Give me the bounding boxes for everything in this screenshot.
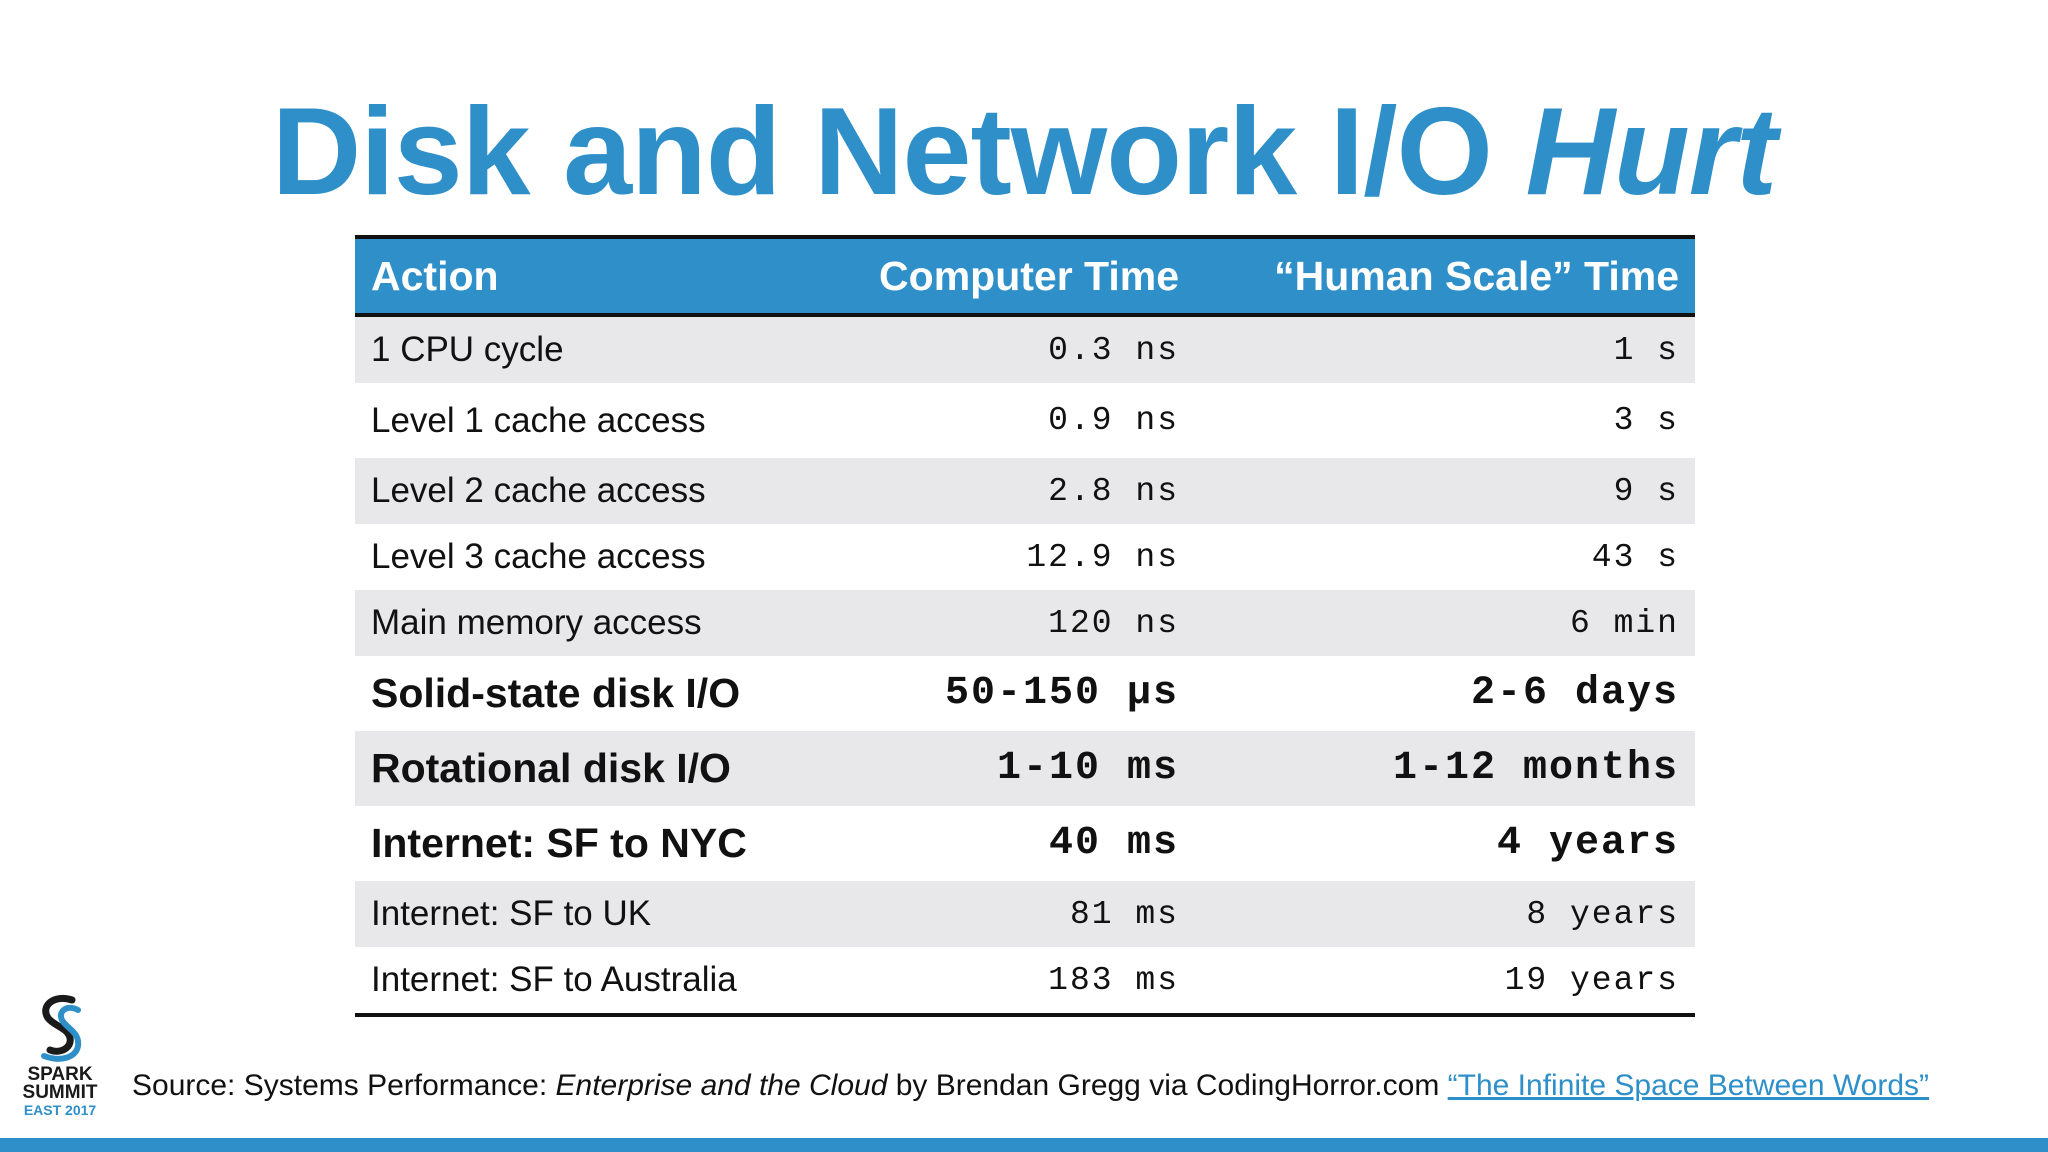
header-action: Action xyxy=(355,237,825,317)
table-row: Level 1 cache access 0.9 ns 3 s xyxy=(355,383,1695,458)
computer-time-cell: 12.9 ns xyxy=(825,524,1195,590)
source-middle: by Brendan Gregg via CodingHorror.com xyxy=(887,1069,1448,1102)
computer-time-cell: 40 ms xyxy=(825,806,1195,881)
computer-time-cell: 0.9 ns xyxy=(825,383,1195,458)
action-cell: Level 1 cache access xyxy=(355,383,825,458)
source-book-title: Enterprise and the Cloud xyxy=(555,1069,888,1102)
human-time-cell: 8 years xyxy=(1195,881,1695,947)
human-time-cell: 43 s xyxy=(1195,524,1695,590)
spark-summit-logo-icon xyxy=(41,995,82,1062)
slide-title-main: Disk and Network I/O xyxy=(271,83,1526,221)
human-time-cell: 3 s xyxy=(1195,383,1695,458)
action-cell: Level 3 cache access xyxy=(355,524,825,590)
human-time-cell: 9 s xyxy=(1195,458,1695,524)
source-citation: Source: Systems Performance: Enterprise … xyxy=(132,1066,1929,1106)
action-cell: Rotational disk I/O xyxy=(355,731,825,806)
action-cell: 1 CPU cycle xyxy=(355,315,825,383)
action-cell: Internet: SF to UK xyxy=(355,881,825,947)
slide-title: Disk and Network I/O Hurt xyxy=(0,82,2048,222)
table-row: Internet: SF to NYC 40 ms 4 years xyxy=(355,806,1695,881)
logo-text-event: EAST 2017 xyxy=(23,1102,97,1118)
action-cell: Internet: SF to Australia xyxy=(355,947,825,1015)
bottom-accent-bar xyxy=(0,1138,2048,1152)
table-row: Internet: SF to UK 81 ms 8 years xyxy=(355,881,1695,947)
human-time-cell: 4 years xyxy=(1195,806,1695,881)
header-human-time: “Human Scale” Time xyxy=(1195,237,1695,317)
slide-title-emphasis: Hurt xyxy=(1525,83,1777,221)
computer-time-cell: 0.3 ns xyxy=(825,315,1195,383)
spark-summit-logo: SPARK SUMMIT EAST 2017 xyxy=(18,990,102,1120)
computer-time-cell: 120 ns xyxy=(825,590,1195,656)
source-prefix: Source: Systems Performance: xyxy=(132,1069,556,1102)
computer-time-cell: 183 ms xyxy=(825,947,1195,1015)
table-row: Internet: SF to Australia 183 ms 19 year… xyxy=(355,947,1695,1015)
table-row: Rotational disk I/O 1-10 ms 1-12 months xyxy=(355,731,1695,806)
header-computer-time: Computer Time xyxy=(825,237,1195,317)
action-cell: Internet: SF to NYC xyxy=(355,806,825,881)
computer-time-cell: 81 ms xyxy=(825,881,1195,947)
table-row: Solid-state disk I/O 50-150 μs 2-6 days xyxy=(355,656,1695,731)
action-cell: Main memory access xyxy=(355,590,825,656)
table-row: 1 CPU cycle 0.3 ns 1 s xyxy=(355,315,1695,383)
action-cell: Level 2 cache access xyxy=(355,458,825,524)
table-header-row: Action Computer Time “Human Scale” Time xyxy=(355,237,1695,317)
table-row: Level 3 cache access 12.9 ns 43 s xyxy=(355,524,1695,590)
logo-text-spark: SPARK xyxy=(27,1064,93,1085)
computer-time-cell: 50-150 μs xyxy=(825,656,1195,731)
table-row: Main memory access 120 ns 6 min xyxy=(355,590,1695,656)
latency-table: Action Computer Time “Human Scale” Time … xyxy=(355,235,1695,1017)
table-row: Level 2 cache access 2.8 ns 9 s xyxy=(355,458,1695,524)
action-cell: Solid-state disk I/O xyxy=(355,656,825,731)
human-time-cell: 19 years xyxy=(1195,947,1695,1015)
human-time-cell: 1 s xyxy=(1195,315,1695,383)
human-time-cell: 6 min xyxy=(1195,590,1695,656)
computer-time-cell: 2.8 ns xyxy=(825,458,1195,524)
human-time-cell: 2-6 days xyxy=(1195,656,1695,731)
logo-text-summit: SUMMIT xyxy=(22,1082,98,1103)
human-time-cell: 1-12 months xyxy=(1195,731,1695,806)
computer-time-cell: 1-10 ms xyxy=(825,731,1195,806)
source-link[interactable]: “The Infinite Space Between Words” xyxy=(1447,1069,1930,1102)
